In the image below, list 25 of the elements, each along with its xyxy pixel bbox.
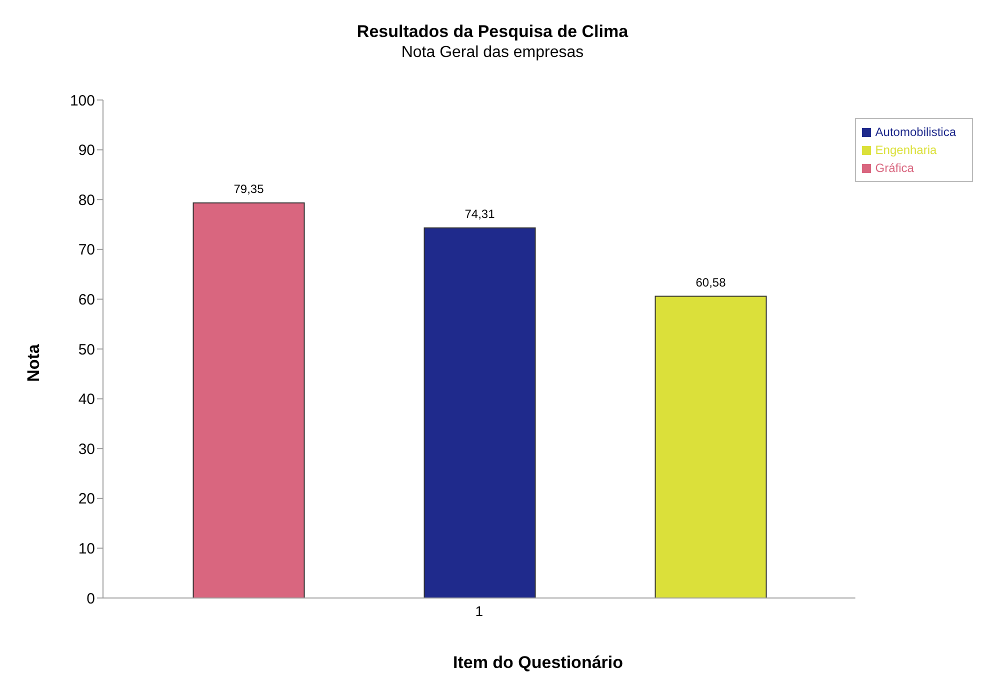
bar: [192, 202, 305, 598]
y-tick-label: 60: [78, 292, 95, 309]
y-tick-label: 30: [78, 440, 95, 458]
data-label: 60,58: [696, 275, 726, 290]
y-tick-label: 10: [78, 540, 95, 558]
data-label: 79,35: [234, 182, 264, 196]
legend-label: Engenharia: [875, 143, 937, 157]
y-tick-label: 100: [70, 92, 95, 110]
y-tick-label: 70: [78, 242, 95, 259]
data-label: 74,31: [464, 206, 496, 221]
y-tick-label: 90: [78, 142, 95, 160]
chart-subtitle: Nota Geral das empresas: [400, 44, 585, 62]
legend-label: Gráfica: [875, 161, 914, 175]
y-tick-label: 20: [78, 490, 95, 508]
chart-title: Resultados da Pesquisa de Clima: [356, 22, 630, 42]
y-tick-label: 40: [78, 391, 95, 408]
x-axis-title: Item do Questionário: [452, 653, 624, 673]
y-axis-title: Nota: [24, 344, 44, 382]
legend-label: Automobilistica: [875, 125, 956, 139]
bar: [424, 227, 536, 598]
x-tick-label: 1: [475, 602, 484, 619]
y-tick-label: 0: [86, 590, 95, 608]
y-tick-label: 80: [78, 192, 95, 209]
bar: [654, 296, 767, 598]
y-tick-label: 50: [78, 341, 95, 358]
